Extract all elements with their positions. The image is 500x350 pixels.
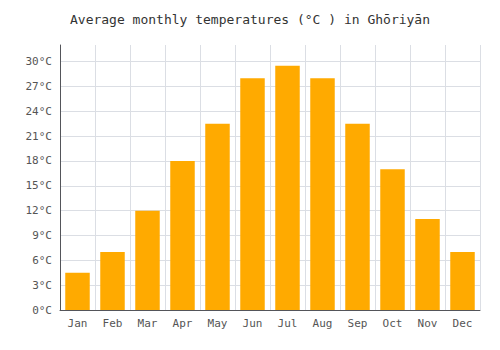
svg-text:0°C: 0°C bbox=[32, 304, 52, 317]
svg-text:6°C: 6°C bbox=[32, 254, 52, 267]
svg-text:Mar: Mar bbox=[138, 317, 158, 330]
svg-text:Jul: Jul bbox=[278, 317, 298, 330]
svg-text:12°C: 12°C bbox=[26, 204, 53, 217]
svg-text:Dec: Dec bbox=[453, 317, 473, 330]
svg-text:24°C: 24°C bbox=[26, 105, 53, 118]
svg-text:Aug: Aug bbox=[313, 317, 333, 330]
svg-text:15°C: 15°C bbox=[26, 179, 53, 192]
svg-text:27°C: 27°C bbox=[26, 80, 53, 93]
svg-text:Nov: Nov bbox=[418, 317, 438, 330]
svg-text:Sep: Sep bbox=[348, 317, 368, 330]
svg-text:Feb: Feb bbox=[103, 317, 123, 330]
svg-text:21°C: 21°C bbox=[26, 130, 53, 143]
svg-text:Oct: Oct bbox=[383, 317, 403, 330]
svg-text:18°C: 18°C bbox=[26, 154, 53, 167]
svg-text:Apr: Apr bbox=[173, 317, 193, 330]
svg-text:Average monthly temperatures (: Average monthly temperatures (°C ) in Gh… bbox=[70, 12, 430, 27]
svg-text:9°C: 9°C bbox=[32, 229, 52, 242]
svg-text:May: May bbox=[208, 317, 228, 330]
svg-text:30°C: 30°C bbox=[26, 55, 53, 68]
svg-text:3°C: 3°C bbox=[32, 279, 52, 292]
svg-text:Jan: Jan bbox=[68, 317, 88, 330]
svg-text:Jun: Jun bbox=[243, 317, 263, 330]
